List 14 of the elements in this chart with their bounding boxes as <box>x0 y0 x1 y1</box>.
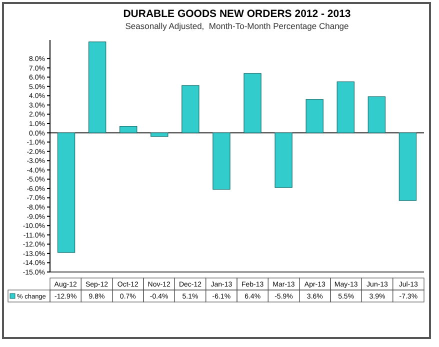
bar <box>88 42 106 134</box>
bar <box>368 96 386 134</box>
bar <box>244 73 262 134</box>
chart-subtitle: Seasonally Adjusted, Month-To-Month Percentage Change <box>125 21 350 31</box>
bar <box>182 85 200 134</box>
bar <box>336 81 354 134</box>
bar <box>120 126 138 134</box>
bar <box>274 132 292 188</box>
chart-title: DURABLE GOODS NEW ORDERS 2012 - 2013 <box>123 8 351 20</box>
bar <box>306 99 324 134</box>
bar <box>212 132 230 190</box>
bar <box>150 132 168 137</box>
bar <box>398 132 417 201</box>
bar <box>57 132 76 253</box>
